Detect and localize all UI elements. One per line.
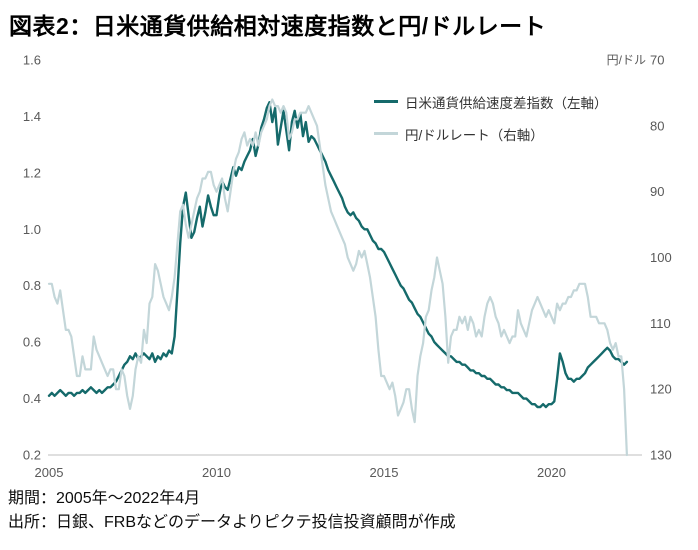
svg-text:1.4: 1.4 (23, 109, 41, 124)
legend-label-index: 日米通貨供給速度差指数（左軸） (405, 95, 608, 111)
fx-line-swatch (374, 131, 398, 136)
legend-item-fx: 円/ドルレート（右軸） (374, 124, 608, 143)
svg-text:1.0: 1.0 (23, 222, 41, 237)
svg-text:0.2: 0.2 (23, 448, 41, 463)
svg-text:0.4: 0.4 (23, 391, 41, 406)
page-title: 図表2：日米通貨供給相対速度指数と円/ドルレート (9, 13, 547, 39)
legend: 日米通貨供給速度差指数（左軸） 円/ドルレート（右軸） (374, 92, 608, 156)
legend-item-index: 日米通貨供給速度差指数（左軸） (374, 92, 608, 111)
svg-text:円/ドル: 円/ドル (607, 53, 646, 67)
period-note: 期間：2005年～2022年4月 (8, 490, 201, 507)
svg-text:0.8: 0.8 (23, 278, 41, 293)
footer: 期間：2005年～2022年4月 出所：日銀、FRBなどのデータよりピクテ投信投… (8, 487, 456, 535)
index-line-swatch (374, 99, 398, 104)
svg-text:1.6: 1.6 (23, 53, 41, 68)
svg-text:2020: 2020 (537, 465, 566, 480)
svg-text:2005: 2005 (35, 465, 64, 480)
svg-text:130: 130 (650, 448, 672, 463)
svg-text:1.2: 1.2 (23, 165, 41, 180)
svg-text:0.6: 0.6 (23, 335, 41, 350)
source-note: 出所：日銀、FRBなどのデータよりピクテ投信投資顧問が作成 (8, 514, 456, 531)
svg-text:2010: 2010 (202, 465, 231, 480)
svg-text:90: 90 (650, 184, 664, 199)
svg-text:80: 80 (650, 118, 664, 133)
svg-text:110: 110 (650, 316, 671, 331)
svg-text:100: 100 (650, 250, 672, 265)
svg-text:120: 120 (650, 382, 672, 397)
svg-text:70: 70 (650, 53, 664, 68)
svg-text:2015: 2015 (370, 465, 399, 480)
legend-label-fx: 円/ドルレート（右軸） (405, 127, 544, 143)
